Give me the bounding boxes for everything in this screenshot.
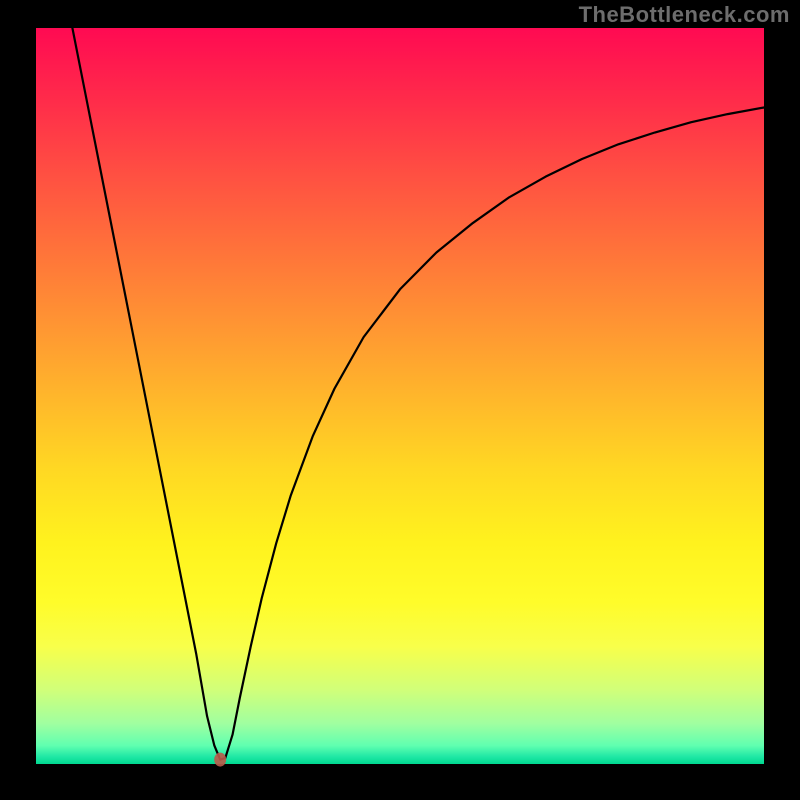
watermark-text: TheBottleneck.com [579, 2, 790, 28]
minimum-marker [214, 753, 226, 767]
bottleneck-chart [0, 0, 800, 800]
